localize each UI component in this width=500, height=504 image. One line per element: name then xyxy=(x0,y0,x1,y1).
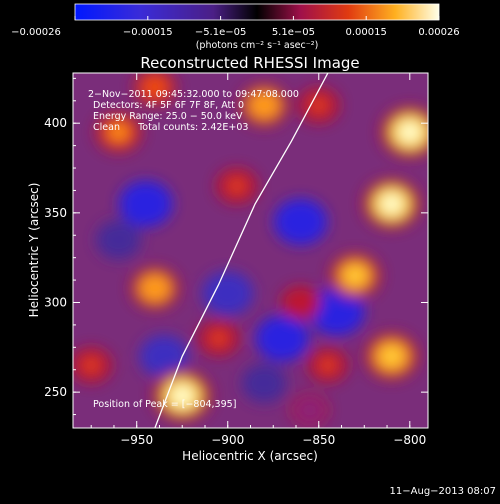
y-tick-label: 250 xyxy=(44,385,67,399)
bright-source-core xyxy=(398,122,421,143)
bright-source-11 xyxy=(307,347,349,384)
bright-source-core xyxy=(381,347,402,366)
colorbar-tick-label: −0.00015 xyxy=(123,27,173,38)
dark-source-7 xyxy=(241,363,287,403)
colorbar-tick-label: −0.00026 xyxy=(11,27,61,38)
x-tick-label: −950 xyxy=(120,433,153,447)
colorbar-tick-label: 0.00015 xyxy=(346,27,387,38)
bright-source-2 xyxy=(94,111,143,153)
bright-source-core xyxy=(171,385,194,406)
y-tick-label: 400 xyxy=(44,116,67,130)
bright-source-core xyxy=(230,179,244,193)
x-tick-label: −850 xyxy=(302,433,335,447)
plot-area xyxy=(73,73,428,428)
bright-source-core xyxy=(380,194,403,214)
bright-source-4 xyxy=(215,167,259,205)
x-axis: −950 −900 −850 −800 xyxy=(90,73,426,447)
dark-source-0 xyxy=(119,180,173,228)
dark-source-5 xyxy=(139,334,189,378)
colorbar-tick-label: −5.1e−05 xyxy=(195,27,247,38)
dark-source-3 xyxy=(309,287,365,336)
peak-position-label: Position of Peak = [−804,395] xyxy=(93,399,236,410)
bright-source-core xyxy=(211,332,226,345)
bright-source-core xyxy=(312,99,326,112)
y-tick-label: 350 xyxy=(44,206,67,220)
bright-source-core xyxy=(147,80,162,94)
bright-source-8 xyxy=(364,332,420,381)
bright-source-0 xyxy=(152,369,213,422)
bright-source-12 xyxy=(290,393,329,427)
colorbar-ticks: −0.00026 −0.00015 −5.1e−05 5.1e−05 0.00015 0.… xyxy=(11,16,460,38)
bright-source-core xyxy=(110,124,127,140)
dark-source-4 xyxy=(255,315,310,362)
bright-source-7 xyxy=(328,252,382,299)
colorbar-tick-label: 0.00026 xyxy=(418,27,459,38)
bright-source-core xyxy=(255,97,273,114)
bright-source-core xyxy=(346,267,365,284)
x-tick-label: −900 xyxy=(211,433,244,447)
bright-source-14 xyxy=(132,73,177,107)
bright-source-core xyxy=(294,296,307,309)
bright-source-3 xyxy=(239,83,290,127)
y-axis: 250 300 350 400 xyxy=(44,77,428,416)
bright-source-core xyxy=(84,359,98,372)
bright-source-13 xyxy=(73,346,113,384)
annotation-energy-range: Energy Range: 25.0 − 50.0 keV xyxy=(93,111,243,122)
footer-timestamp: 11−Aug−2013 08:07 xyxy=(390,486,496,497)
x-tick-label: −800 xyxy=(393,433,426,447)
colorbar: −0.00026 −0.00015 −5.1e−05 5.1e−05 0.00015 0.… xyxy=(11,3,460,51)
bright-source-core xyxy=(304,404,316,416)
annotation-detectors: Detectors: 4F 5F 6F 7F 8F, Att 0 xyxy=(93,100,244,111)
annotation-block: 2−Nov−2011 09:45:32.000 to 09:47:08.000 … xyxy=(88,89,299,133)
bright-source-1 xyxy=(129,266,180,310)
heatmap-blobs xyxy=(73,73,428,427)
dark-source-2 xyxy=(273,198,328,246)
annotation-time-range: 2−Nov−2011 09:45:32.000 to 09:47:08.000 xyxy=(88,89,299,100)
annotation-clean-counts: Clean Total counts: 2.42E+03 xyxy=(93,122,248,133)
bright-source-15 xyxy=(297,86,341,124)
bright-source-core xyxy=(146,280,164,296)
dark-source-1 xyxy=(202,271,254,316)
bright-source-10 xyxy=(280,285,321,320)
bright-source-6 xyxy=(362,178,421,230)
solar-limb-line xyxy=(154,73,329,428)
bright-source-5 xyxy=(379,106,428,159)
dark-source-6 xyxy=(96,220,141,260)
bright-source-core xyxy=(321,359,335,372)
colorbar-tick-label: 5.1e−05 xyxy=(272,27,315,38)
y-axis-label: Heliocentric Y (arcsec) xyxy=(27,183,41,318)
chart-title: Reconstructed RHESSI Image xyxy=(140,54,359,72)
y-tick-label: 300 xyxy=(44,295,67,309)
bright-source-9 xyxy=(197,319,241,357)
x-axis-label: Heliocentric X (arcsec) xyxy=(182,449,318,463)
colorbar-gradient xyxy=(74,3,440,21)
colorbar-unit-label: (photons cm⁻² s⁻¹ asec⁻²) xyxy=(196,40,319,51)
